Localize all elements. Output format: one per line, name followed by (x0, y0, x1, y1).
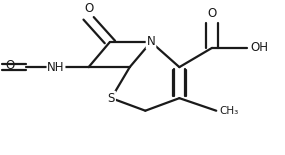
Text: O: O (84, 2, 93, 15)
Text: S: S (108, 92, 115, 105)
Text: CH₃: CH₃ (219, 106, 238, 116)
Text: O: O (5, 59, 14, 72)
Text: OH: OH (250, 41, 268, 54)
Text: NH: NH (47, 61, 65, 74)
Text: O: O (207, 7, 217, 20)
Text: N: N (147, 35, 155, 49)
